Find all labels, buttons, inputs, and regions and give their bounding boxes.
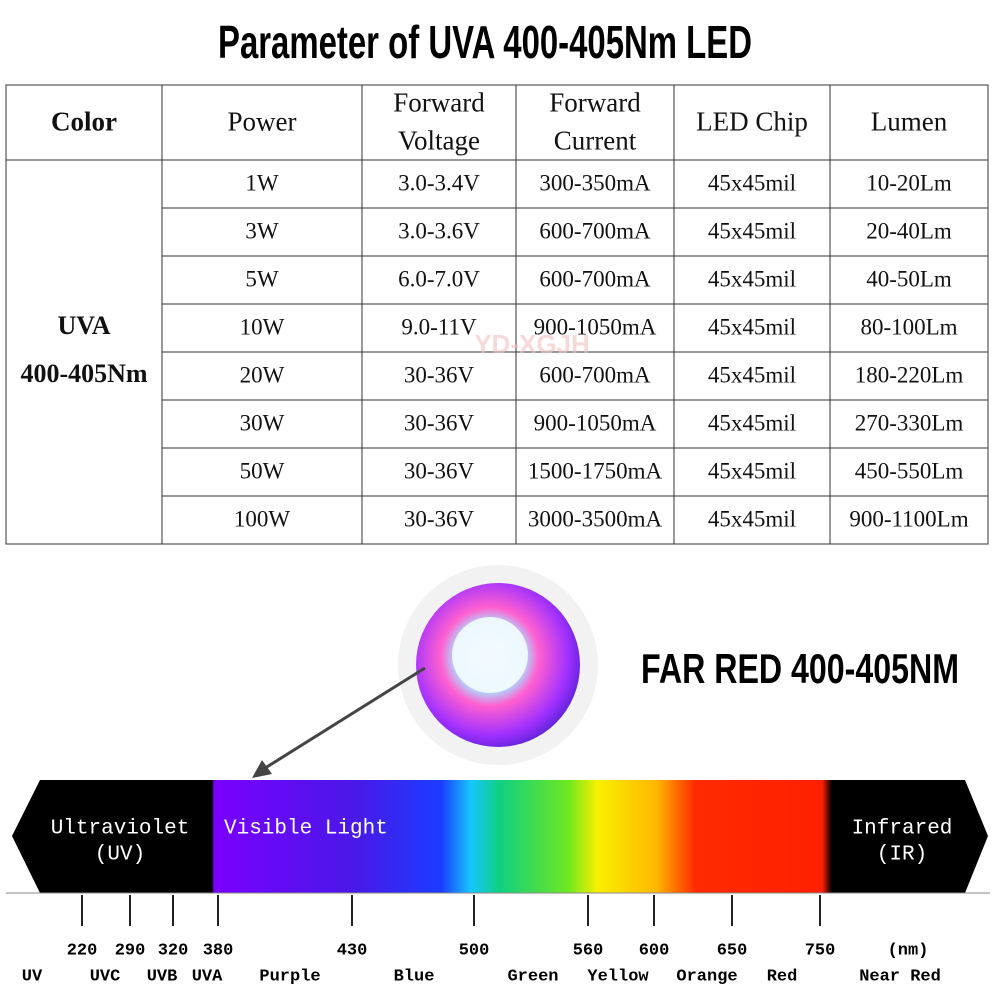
table-cell: 100W	[234, 506, 291, 531]
header-cell: Forward	[549, 88, 641, 118]
arrow-head	[252, 760, 272, 778]
table-cell: 180-220Lm	[855, 362, 964, 387]
table-cell: 30-36V	[404, 410, 475, 435]
tick-label: 320	[158, 941, 189, 960]
led-core	[452, 617, 528, 693]
band-name: Yellow	[587, 967, 649, 986]
table-cell: 1W	[245, 170, 279, 195]
table-cell: 80-100Lm	[860, 314, 957, 339]
tick-label: 290	[115, 941, 146, 960]
table-cell: 50W	[240, 458, 285, 483]
tick-label: 220	[67, 941, 98, 960]
arrow	[261, 666, 426, 772]
table-cell: 900-1050mA	[534, 410, 657, 435]
band-name: UVC	[90, 967, 121, 986]
watermark: YD-XGJH	[474, 329, 590, 359]
table-cell: 3W	[245, 218, 279, 243]
title: Parameter of UVA 400-405Nm LED	[218, 16, 752, 68]
header-cell: LED Chip	[696, 107, 808, 137]
unit-label: (nm)	[888, 941, 929, 960]
region-label: Visible Light	[224, 818, 388, 841]
table-cell: 45x45mil	[708, 458, 796, 483]
header-cell: Voltage	[398, 126, 480, 156]
band-name: Purple	[259, 967, 320, 986]
color-cell: UVA	[58, 311, 111, 340]
table-cell: 10W	[240, 314, 285, 339]
table-cell: 600-700mA	[539, 266, 651, 291]
table-cell: 3.0-3.6V	[398, 218, 480, 243]
tick-label: 380	[203, 941, 234, 960]
table-cell: 45x45mil	[708, 410, 796, 435]
tick-label: 650	[717, 941, 748, 960]
table-border	[5, 84, 989, 545]
table-cell: 450-550Lm	[855, 458, 964, 483]
led-label: FAR RED 400-405NM	[641, 645, 959, 692]
tick-label: 560	[573, 941, 604, 960]
table-cell: 300-350mA	[539, 170, 651, 195]
band-name: UV	[22, 967, 43, 986]
table-cell: 30-36V	[404, 506, 475, 531]
table-cell: 45x45mil	[708, 314, 796, 339]
band-name: UVB	[147, 967, 178, 986]
table-cell: 30-36V	[404, 458, 475, 483]
table-cell: 600-700mA	[539, 362, 651, 387]
table-cell: 45x45mil	[708, 362, 796, 387]
table-cell: 45x45mil	[708, 218, 796, 243]
table-cell: 30W	[240, 410, 285, 435]
band-name: Blue	[394, 967, 435, 986]
header-cell: Current	[554, 126, 637, 156]
region-label: (UV)	[95, 844, 145, 867]
band-name: Red	[767, 967, 798, 986]
header-cell: Color	[51, 107, 117, 137]
table-cell: 270-330Lm	[855, 410, 964, 435]
tick-label: 600	[639, 941, 670, 960]
table-cell: 20W	[240, 362, 285, 387]
spectrum-band	[12, 780, 988, 893]
table-cell: 45x45mil	[708, 266, 796, 291]
header-cell: Forward	[393, 88, 485, 118]
color-cell: 400-405Nm	[20, 359, 147, 388]
tick-label: 500	[459, 941, 490, 960]
table-cell: 6.0-7.0V	[398, 266, 480, 291]
table-cell: 900-1100Lm	[849, 506, 968, 531]
region-label: Ultraviolet	[51, 818, 190, 841]
tick-label: 430	[337, 941, 368, 960]
table-cell: 1500-1750mA	[528, 458, 663, 483]
region-label: (IR)	[877, 844, 927, 867]
tick-label: 750	[805, 941, 836, 960]
header-cell: Power	[228, 107, 297, 137]
region-label: Infrared	[852, 818, 953, 841]
header-cell: Lumen	[871, 107, 948, 137]
band-name: UVA	[192, 967, 223, 986]
table-cell: 45x45mil	[708, 506, 796, 531]
table-cell: 45x45mil	[708, 170, 796, 195]
table-cell: 20-40Lm	[866, 218, 952, 243]
band-name: Green	[507, 967, 558, 986]
table-cell: 900-1050mA	[534, 314, 657, 339]
table-cell: 3000-3500mA	[528, 506, 663, 531]
table-cell: 40-50Lm	[866, 266, 952, 291]
table-cell: 9.0-11V	[401, 314, 477, 339]
table-cell: 30-36V	[404, 362, 475, 387]
table-cell: 3.0-3.4V	[398, 170, 480, 195]
table-cell: 5W	[245, 266, 279, 291]
band-name: Near Red	[859, 967, 941, 986]
band-name: Orange	[676, 967, 737, 986]
table-cell: 10-20Lm	[866, 170, 952, 195]
table-cell: 600-700mA	[539, 218, 651, 243]
